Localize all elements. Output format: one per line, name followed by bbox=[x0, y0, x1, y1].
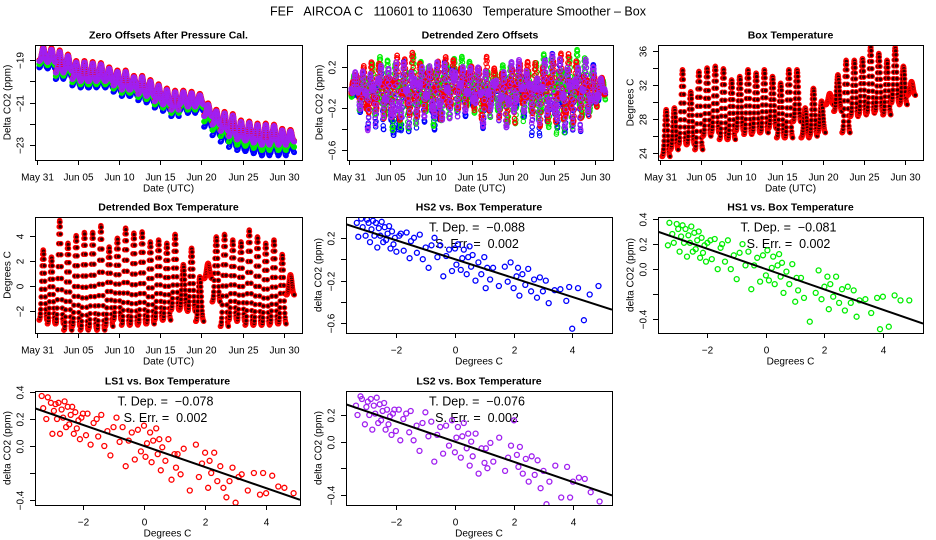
data-point-hs2 bbox=[380, 126, 387, 133]
data-point-ls2 bbox=[272, 130, 279, 137]
data-point-hs2 bbox=[390, 132, 397, 139]
plot-area bbox=[36, 45, 298, 159]
zero-offsets-chart: May 31 Jun 05 Jun 10 Jun 15 Jun 20 Jun 25 Jun … bbox=[3, 30, 303, 195]
data-point-ls2 bbox=[223, 120, 230, 126]
data-point-hs2 bbox=[291, 149, 298, 156]
plot-area bbox=[348, 46, 609, 139]
plot-frame bbox=[35, 45, 303, 161]
data-point-ls2 bbox=[140, 78, 146, 84]
data-point-ls2 bbox=[140, 81, 147, 88]
y-axis-label: Delta CO2 (ppm) bbox=[3, 65, 14, 141]
x-axis-label: Date (UTC) bbox=[143, 184, 194, 195]
chart-title: Zero Offsets After Pressure Cal. bbox=[89, 30, 248, 42]
detrended-zero-offsets-chart: May 31 Jun 05 Jun 10 Jun 15 Jun 20 Jun 25 Jun … bbox=[315, 30, 614, 195]
data-point-ls2 bbox=[176, 107, 182, 113]
y-tick-label: −21 bbox=[16, 95, 27, 112]
x-tick-label: Jun 05 bbox=[63, 173, 93, 184]
x-tick-label: May 31 bbox=[21, 173, 54, 184]
data-point-hs2 bbox=[373, 118, 379, 125]
x-tick-label: Jun 25 bbox=[228, 173, 258, 184]
x-tick-label: Jun 20 bbox=[186, 173, 216, 184]
data-point-hs2 bbox=[528, 132, 535, 139]
data-point-hs2 bbox=[529, 124, 535, 130]
figure-title: FEF AIRCOA C 110601 to 110630 Temperatur… bbox=[270, 4, 647, 18]
x-tick-label: Jun 30 bbox=[269, 173, 299, 184]
series-ls2 bbox=[36, 45, 298, 148]
x-tick-label: Jun 10 bbox=[104, 173, 134, 184]
data-point-ls2 bbox=[291, 138, 298, 145]
data-point-hs2 bbox=[536, 132, 543, 139]
data-point-hs2 bbox=[529, 129, 535, 136]
data-point-ls2 bbox=[157, 89, 163, 96]
y-tick-label: −23 bbox=[16, 137, 27, 154]
x-tick-label: Jun 15 bbox=[145, 173, 175, 184]
data-point-hs2 bbox=[406, 128, 412, 135]
data-point-hs2 bbox=[380, 123, 386, 129]
data-point-ls2 bbox=[52, 59, 59, 65]
data-point-hs2 bbox=[391, 130, 397, 136]
data-point-hs1 bbox=[291, 144, 298, 150]
y-tick-label: −19 bbox=[16, 52, 27, 69]
data-point-hs2 bbox=[536, 130, 543, 136]
